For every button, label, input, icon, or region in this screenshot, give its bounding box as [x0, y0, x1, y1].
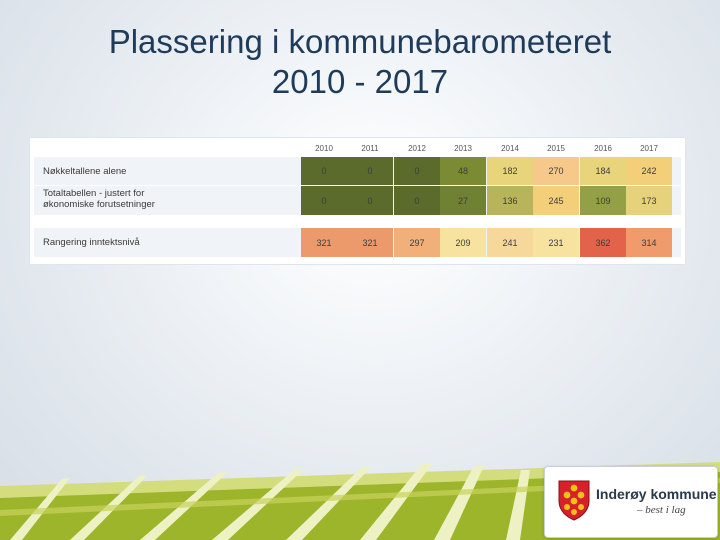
table-cell: 0: [394, 157, 440, 185]
table-cell: 0: [394, 186, 440, 215]
table-cell: 297: [394, 228, 440, 257]
table-cell: 27: [440, 186, 486, 215]
logo-tagline: – best i lag: [637, 504, 686, 516]
ranking-table: 2010 2011 2012 2013 2014 2015 2016 2017 …: [29, 137, 686, 265]
slide-title-line1: Plassering i kommunebarometeret: [108, 23, 612, 60]
slide-title: Plassering i kommunebarometeret 2010 - 2…: [0, 22, 720, 102]
table-cell: 136: [487, 186, 533, 215]
table-cell: 245: [533, 186, 579, 215]
year-header-2015: 2015: [547, 144, 565, 153]
row-label-totaltabellen-line1: Totaltabellen - justert for: [43, 188, 145, 199]
table-cell: 362: [580, 228, 626, 257]
year-header-2013: 2013: [454, 144, 472, 153]
year-header-2011: 2011: [361, 144, 379, 153]
row-label-inntektsniva: Rangering inntektsnivå: [43, 237, 140, 248]
year-header-2016: 2016: [594, 144, 612, 153]
year-header-2017: 2017: [640, 144, 658, 153]
inderoy-logo: Inderøy kommune – best i lag: [544, 466, 718, 538]
table-cell: 231: [533, 228, 579, 257]
table-cell: 0: [301, 186, 347, 215]
year-header-2010: 2010: [315, 144, 333, 153]
row-label-nokkeltall: Nøkkeltallene alene: [43, 166, 127, 177]
table-cell: 314: [626, 228, 672, 257]
table-cell: 241: [487, 228, 533, 257]
decor-stripes: [10, 464, 530, 540]
table-cell: 182: [487, 157, 533, 185]
table-cell: 209: [440, 228, 486, 257]
table-cell: 48: [440, 157, 486, 185]
table-cell: 270: [533, 157, 579, 185]
slide-title-line2: 2010 - 2017: [271, 63, 449, 100]
table-cell: 0: [301, 157, 347, 185]
table-cell: 0: [347, 186, 393, 215]
table-cell: 0: [347, 157, 393, 185]
table-cell: 184: [580, 157, 626, 185]
table-cell: 321: [301, 228, 347, 257]
coat-of-arms-icon: [558, 480, 590, 521]
year-header-2014: 2014: [501, 144, 519, 153]
logo-name: Inderøy kommune: [596, 486, 717, 502]
table-cell: 242: [626, 157, 672, 185]
table-cell: 321: [347, 228, 393, 257]
year-header-2012: 2012: [408, 144, 426, 153]
row-label-totaltabellen: Totaltabellen - justert for økonomiske f…: [43, 188, 155, 210]
table-cell: 109: [580, 186, 626, 215]
table-cell: 173: [626, 186, 672, 215]
row-label-totaltabellen-line2: økonomiske forutsetninger: [43, 199, 155, 210]
